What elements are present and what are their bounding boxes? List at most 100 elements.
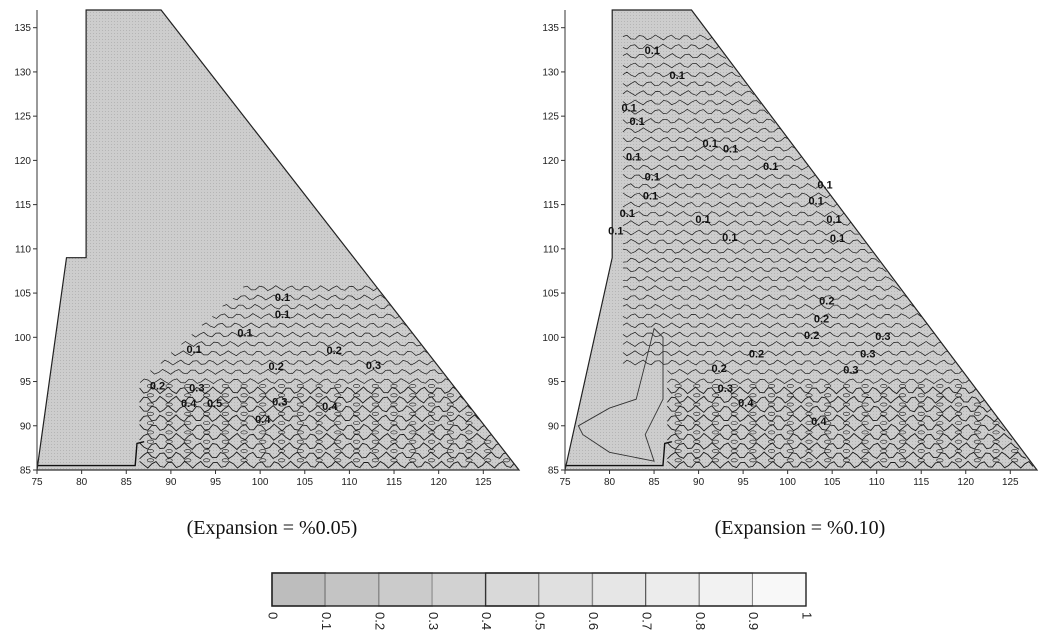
contour-label: 0.2 — [749, 349, 764, 361]
y-tick-label: 115 — [15, 200, 31, 211]
y-tick-label: 120 — [542, 156, 559, 167]
y-tick-label: 105 — [14, 289, 31, 300]
contour-label: 0.2 — [150, 381, 165, 393]
x-tick-label: 90 — [693, 477, 705, 488]
contour-label: 0.3 — [843, 365, 858, 377]
colorbar-tick-label: 0.1 — [319, 612, 334, 630]
x-tick-label: 100 — [252, 477, 269, 488]
contour-label: 0.1 — [830, 233, 845, 245]
y-tick-label: 135 — [542, 23, 559, 34]
contour-lines — [37, 285, 516, 469]
contour-label: 0.1 — [808, 196, 823, 208]
contour-label: 0.3 — [272, 396, 287, 408]
x-tick-label: 80 — [604, 477, 616, 488]
y-tick-label: 85 — [20, 466, 32, 477]
contour-label: 0.1 — [645, 45, 660, 57]
colorbar-tick-label: 0.8 — [693, 612, 708, 630]
x-tick-label: 85 — [121, 477, 133, 488]
contour-label: 0.1 — [186, 344, 201, 356]
contour-label: 0.1 — [722, 232, 737, 244]
contour-label: 0.1 — [670, 70, 685, 82]
contour-label: 0.1 — [723, 143, 738, 155]
panel-caption: (Expansion = %0.10) — [715, 517, 886, 539]
contour-label: 0.4 — [181, 398, 197, 410]
y-tick-label: 95 — [548, 377, 560, 388]
x-tick-label: 120 — [430, 477, 447, 488]
contour-label: 0.1 — [629, 116, 644, 128]
colorbar-swatch — [591, 572, 647, 607]
contour-label: 0.1 — [237, 327, 252, 339]
y-tick-label: 90 — [20, 421, 32, 432]
colorbar-swatch — [431, 572, 487, 607]
x-tick-label: 125 — [475, 477, 492, 488]
x-tick-label: 95 — [738, 477, 750, 488]
contour-label: 0.2 — [327, 345, 342, 357]
x-tick-label: 85 — [648, 477, 660, 488]
x-tick-label: 115 — [913, 477, 929, 488]
y-tick-label: 125 — [542, 112, 559, 123]
contour-label: 0.3 — [189, 382, 204, 394]
x-tick-label: 120 — [957, 477, 974, 488]
colorbar-swatch — [324, 572, 380, 607]
dam-section-fill — [37, 10, 519, 470]
contour-label: 0.4 — [738, 397, 754, 409]
y-tick-label: 100 — [542, 333, 559, 344]
x-tick-label: 95 — [210, 477, 222, 488]
colorbar-tick-label: 0.3 — [426, 612, 441, 630]
colorbar-swatch — [271, 572, 327, 607]
y-tick-label: 125 — [14, 112, 31, 123]
contour-label: 0.3 — [860, 349, 875, 361]
contour-label: 0.3 — [366, 360, 381, 372]
y-tick-label: 90 — [548, 421, 560, 432]
colorbar-swatch — [645, 572, 700, 607]
panel-caption: (Expansion = %0.05) — [187, 517, 358, 539]
contour-label: 0.1 — [703, 138, 718, 150]
contour-label: 0.2 — [804, 330, 819, 342]
contour-panel-2: 0.10.10.10.10.1 0.10.10.10.10.10.10.10.10… — [542, 9, 1039, 539]
x-tick-label: 110 — [869, 477, 885, 488]
x-tick-label: 90 — [165, 477, 177, 488]
contour-label: 0.1 — [620, 208, 635, 220]
colorbar-tick-label: 1 — [800, 612, 815, 619]
contour-label: 0.2 — [819, 296, 834, 308]
colorbar-swatch — [538, 572, 593, 607]
contour-label: 0.1 — [275, 292, 290, 304]
axes: 75 80 85 90 95 100 105 110 115 120 125 85 90 95 100 105… — [14, 10, 519, 488]
y-tick-label: 100 — [14, 333, 31, 344]
contour-label: 0.2 — [269, 361, 284, 373]
contour-label: 0.1 — [621, 103, 636, 115]
y-tick-label: 135 — [14, 23, 31, 34]
contour-lines — [565, 34, 1034, 469]
x-tick-label: 105 — [824, 477, 841, 488]
y-tick-label: 120 — [14, 156, 31, 167]
x-tick-label: 125 — [1002, 477, 1019, 488]
contour-label: 0.4 — [255, 414, 271, 426]
y-tick-label: 85 — [548, 466, 560, 477]
contour-label: 0.3 — [875, 331, 890, 343]
colorbar: 0 0.1 0.2 0.3 0.4 0.5 0.6 0.7 0.8 0.9 1 — [266, 572, 815, 630]
x-tick-label: 110 — [341, 477, 357, 488]
contour-label: 0.1 — [643, 190, 658, 202]
dam-section-fill — [565, 10, 1037, 470]
colorbar-tick-label: 0.9 — [746, 612, 761, 630]
colorbar-swatch — [752, 572, 807, 607]
contour-label: 0.1 — [695, 214, 710, 226]
contour-label: 0.1 — [826, 214, 841, 226]
axes: 75 80 85 90 95 100 105 110 115 120 125 85 90 95 100 105… — [542, 10, 1037, 488]
colorbar-tick-label: 0.2 — [372, 612, 387, 630]
x-tick-label: 80 — [76, 477, 88, 488]
colorbar-swatch — [378, 572, 433, 607]
y-tick-label: 105 — [542, 289, 559, 300]
x-tick-label: 75 — [31, 477, 43, 488]
colorbar-tick-label: 0 — [266, 612, 281, 619]
colorbar-swatch — [484, 572, 540, 607]
contour-panel-1: 0.10.10.10.1 0.20.2 0.30.2 0.30.3 0.40.40.4 0… — [14, 9, 521, 539]
contour-label: 0.1 — [275, 309, 290, 321]
contour-label: 0.1 — [817, 180, 832, 192]
contour-label: 0.1 — [763, 161, 778, 173]
y-tick-label: 95 — [20, 377, 32, 388]
contour-label: 0.2 — [711, 363, 726, 375]
contour-label: 0.1 — [626, 151, 641, 163]
contour-label: 0.4 — [811, 416, 827, 428]
